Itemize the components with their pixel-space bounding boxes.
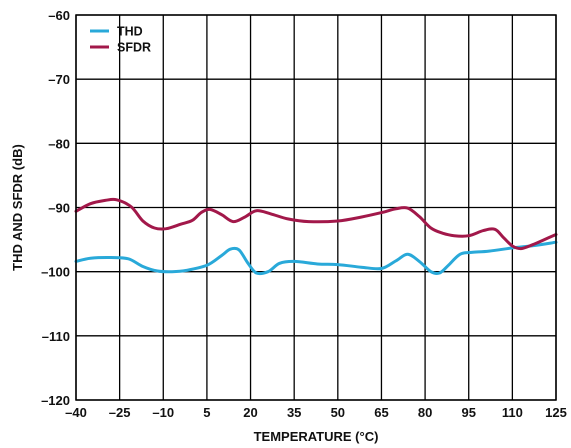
series-line-sfdr: [74, 197, 558, 251]
x-tick-label: 110: [502, 405, 523, 420]
x-tick-label: 80: [418, 405, 432, 420]
x-tick-label: 125: [545, 405, 567, 420]
x-tick-label: 5: [203, 405, 210, 420]
plot-frame: [75, 14, 557, 401]
y-tick-label: –100: [41, 265, 70, 280]
legend: THD SFDR: [90, 25, 151, 55]
y-axis-title: THD AND SFDR (dB): [10, 144, 25, 271]
x-tick-label: 20: [243, 405, 257, 420]
y-tick-labels: –60 –70 –80 –90 –100 –110 –120: [41, 8, 70, 408]
y-tick-label: –110: [42, 329, 70, 344]
grid: [75, 14, 557, 401]
x-tick-label: 95: [461, 405, 475, 420]
legend-label-sfdr: SFDR: [117, 41, 151, 55]
x-tick-label: –25: [109, 405, 131, 420]
x-tick-label: –10: [152, 405, 174, 420]
x-tick-label: 35: [287, 405, 301, 420]
y-tick-label: –70: [48, 72, 70, 87]
x-axis-title: TEMPERATURE (°C): [254, 429, 379, 444]
y-tick-label: –80: [48, 136, 70, 151]
series-line-thd: [74, 240, 558, 276]
x-tick-label: –40: [65, 405, 87, 420]
y-tick-label: –90: [48, 201, 70, 216]
series-layer: [74, 197, 558, 276]
x-tick-label: 65: [374, 405, 388, 420]
y-tick-label: –120: [41, 393, 70, 408]
x-tick-label: 50: [331, 405, 345, 420]
legend-label-thd: THD: [117, 25, 143, 39]
x-tick-labels: –40 –25 –10 5 20 35 50 65 80 95 110 125: [65, 405, 567, 420]
y-tick-label: –60: [48, 8, 70, 23]
